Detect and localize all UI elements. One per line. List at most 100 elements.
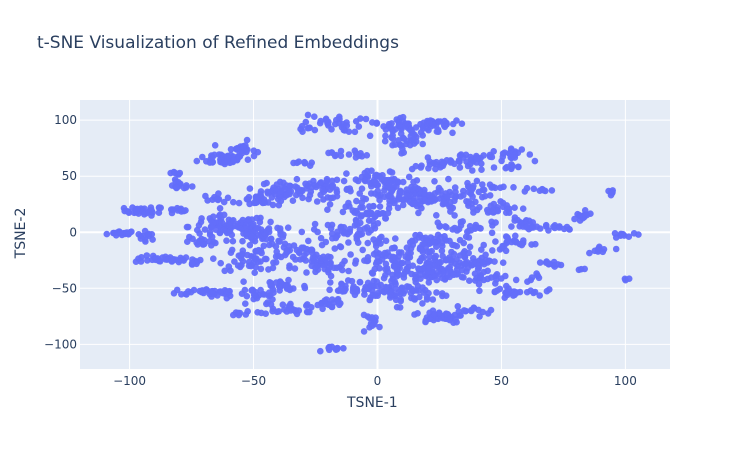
data-point xyxy=(319,186,326,193)
data-point xyxy=(250,295,257,303)
data-point xyxy=(217,259,224,267)
data-point xyxy=(242,300,249,308)
data-point xyxy=(324,206,331,213)
data-point xyxy=(404,120,411,128)
y-tick-label: −50 xyxy=(52,281,77,295)
x-tick-label: 0 xyxy=(374,374,382,388)
data-point xyxy=(458,120,466,127)
data-point xyxy=(410,178,417,186)
data-point xyxy=(265,266,272,273)
data-point xyxy=(277,253,285,261)
y-axis-label: TSNE-2 xyxy=(13,207,29,259)
data-point xyxy=(240,278,247,286)
data-point xyxy=(260,291,268,298)
x-tick-label: −100 xyxy=(113,374,146,388)
data-point xyxy=(399,178,407,186)
data-point xyxy=(418,162,425,169)
data-point xyxy=(367,282,375,289)
data-point xyxy=(512,232,519,240)
x-axis-ticks: −100 −50 0 50 100 xyxy=(113,374,637,388)
data-point xyxy=(352,176,360,183)
data-point xyxy=(355,152,363,159)
data-point xyxy=(223,288,230,295)
data-point xyxy=(458,273,466,281)
data-point xyxy=(355,123,363,130)
data-point xyxy=(334,295,342,303)
data-point xyxy=(542,221,550,229)
data-point xyxy=(439,292,446,300)
data-point xyxy=(253,214,261,222)
data-point xyxy=(239,250,246,258)
data-point xyxy=(453,266,461,273)
data-point xyxy=(327,279,334,286)
data-point xyxy=(512,238,520,245)
data-point xyxy=(326,201,334,208)
data-point xyxy=(221,158,228,165)
data-point xyxy=(243,136,251,144)
data-point xyxy=(423,296,431,303)
data-point xyxy=(400,274,408,281)
data-point xyxy=(532,240,539,248)
data-point xyxy=(498,157,505,165)
data-point xyxy=(311,113,318,120)
data-point xyxy=(368,269,376,277)
data-point xyxy=(246,200,253,208)
data-point xyxy=(492,272,500,280)
data-point xyxy=(372,179,380,186)
data-point xyxy=(403,192,411,199)
data-point xyxy=(421,240,428,247)
data-point xyxy=(488,229,496,237)
data-point xyxy=(199,153,206,161)
data-point xyxy=(357,115,364,122)
data-point xyxy=(189,183,196,190)
data-point xyxy=(332,234,340,242)
data-point xyxy=(221,267,228,275)
data-point xyxy=(526,151,534,158)
data-point xyxy=(530,185,538,193)
data-point xyxy=(254,309,261,316)
data-point xyxy=(345,239,352,246)
data-point xyxy=(284,224,292,231)
data-point xyxy=(272,243,280,250)
data-point xyxy=(527,287,534,295)
data-point xyxy=(405,173,413,181)
data-point xyxy=(486,192,494,199)
data-point xyxy=(317,117,325,125)
data-point xyxy=(299,194,306,202)
data-point xyxy=(473,155,480,162)
data-point xyxy=(445,267,453,275)
data-point xyxy=(125,209,133,216)
data-point xyxy=(230,217,237,224)
data-point xyxy=(193,157,201,165)
data-point xyxy=(240,143,247,151)
data-point xyxy=(263,255,270,263)
data-point xyxy=(127,228,134,236)
data-point xyxy=(370,202,377,210)
data-point xyxy=(331,245,339,252)
data-point xyxy=(498,244,506,252)
data-point xyxy=(416,201,424,208)
data-point xyxy=(226,227,234,235)
data-point xyxy=(576,212,583,220)
x-axis-label: TSNE-1 xyxy=(347,395,398,411)
data-point xyxy=(234,309,242,317)
data-point xyxy=(206,288,214,295)
data-point xyxy=(211,142,219,149)
data-point xyxy=(419,300,426,307)
data-point xyxy=(303,269,310,276)
data-point xyxy=(195,222,203,229)
data-point xyxy=(419,234,426,242)
data-point xyxy=(431,178,438,185)
data-point xyxy=(304,124,312,132)
data-point xyxy=(144,257,151,264)
data-point xyxy=(449,226,456,233)
data-point xyxy=(523,184,531,192)
data-point xyxy=(372,292,379,300)
x-tick-label: 50 xyxy=(494,374,509,388)
data-point xyxy=(382,132,389,140)
data-point xyxy=(244,156,252,163)
data-point xyxy=(416,257,424,265)
data-point xyxy=(462,233,470,240)
data-point xyxy=(389,177,396,185)
data-point xyxy=(298,228,306,236)
